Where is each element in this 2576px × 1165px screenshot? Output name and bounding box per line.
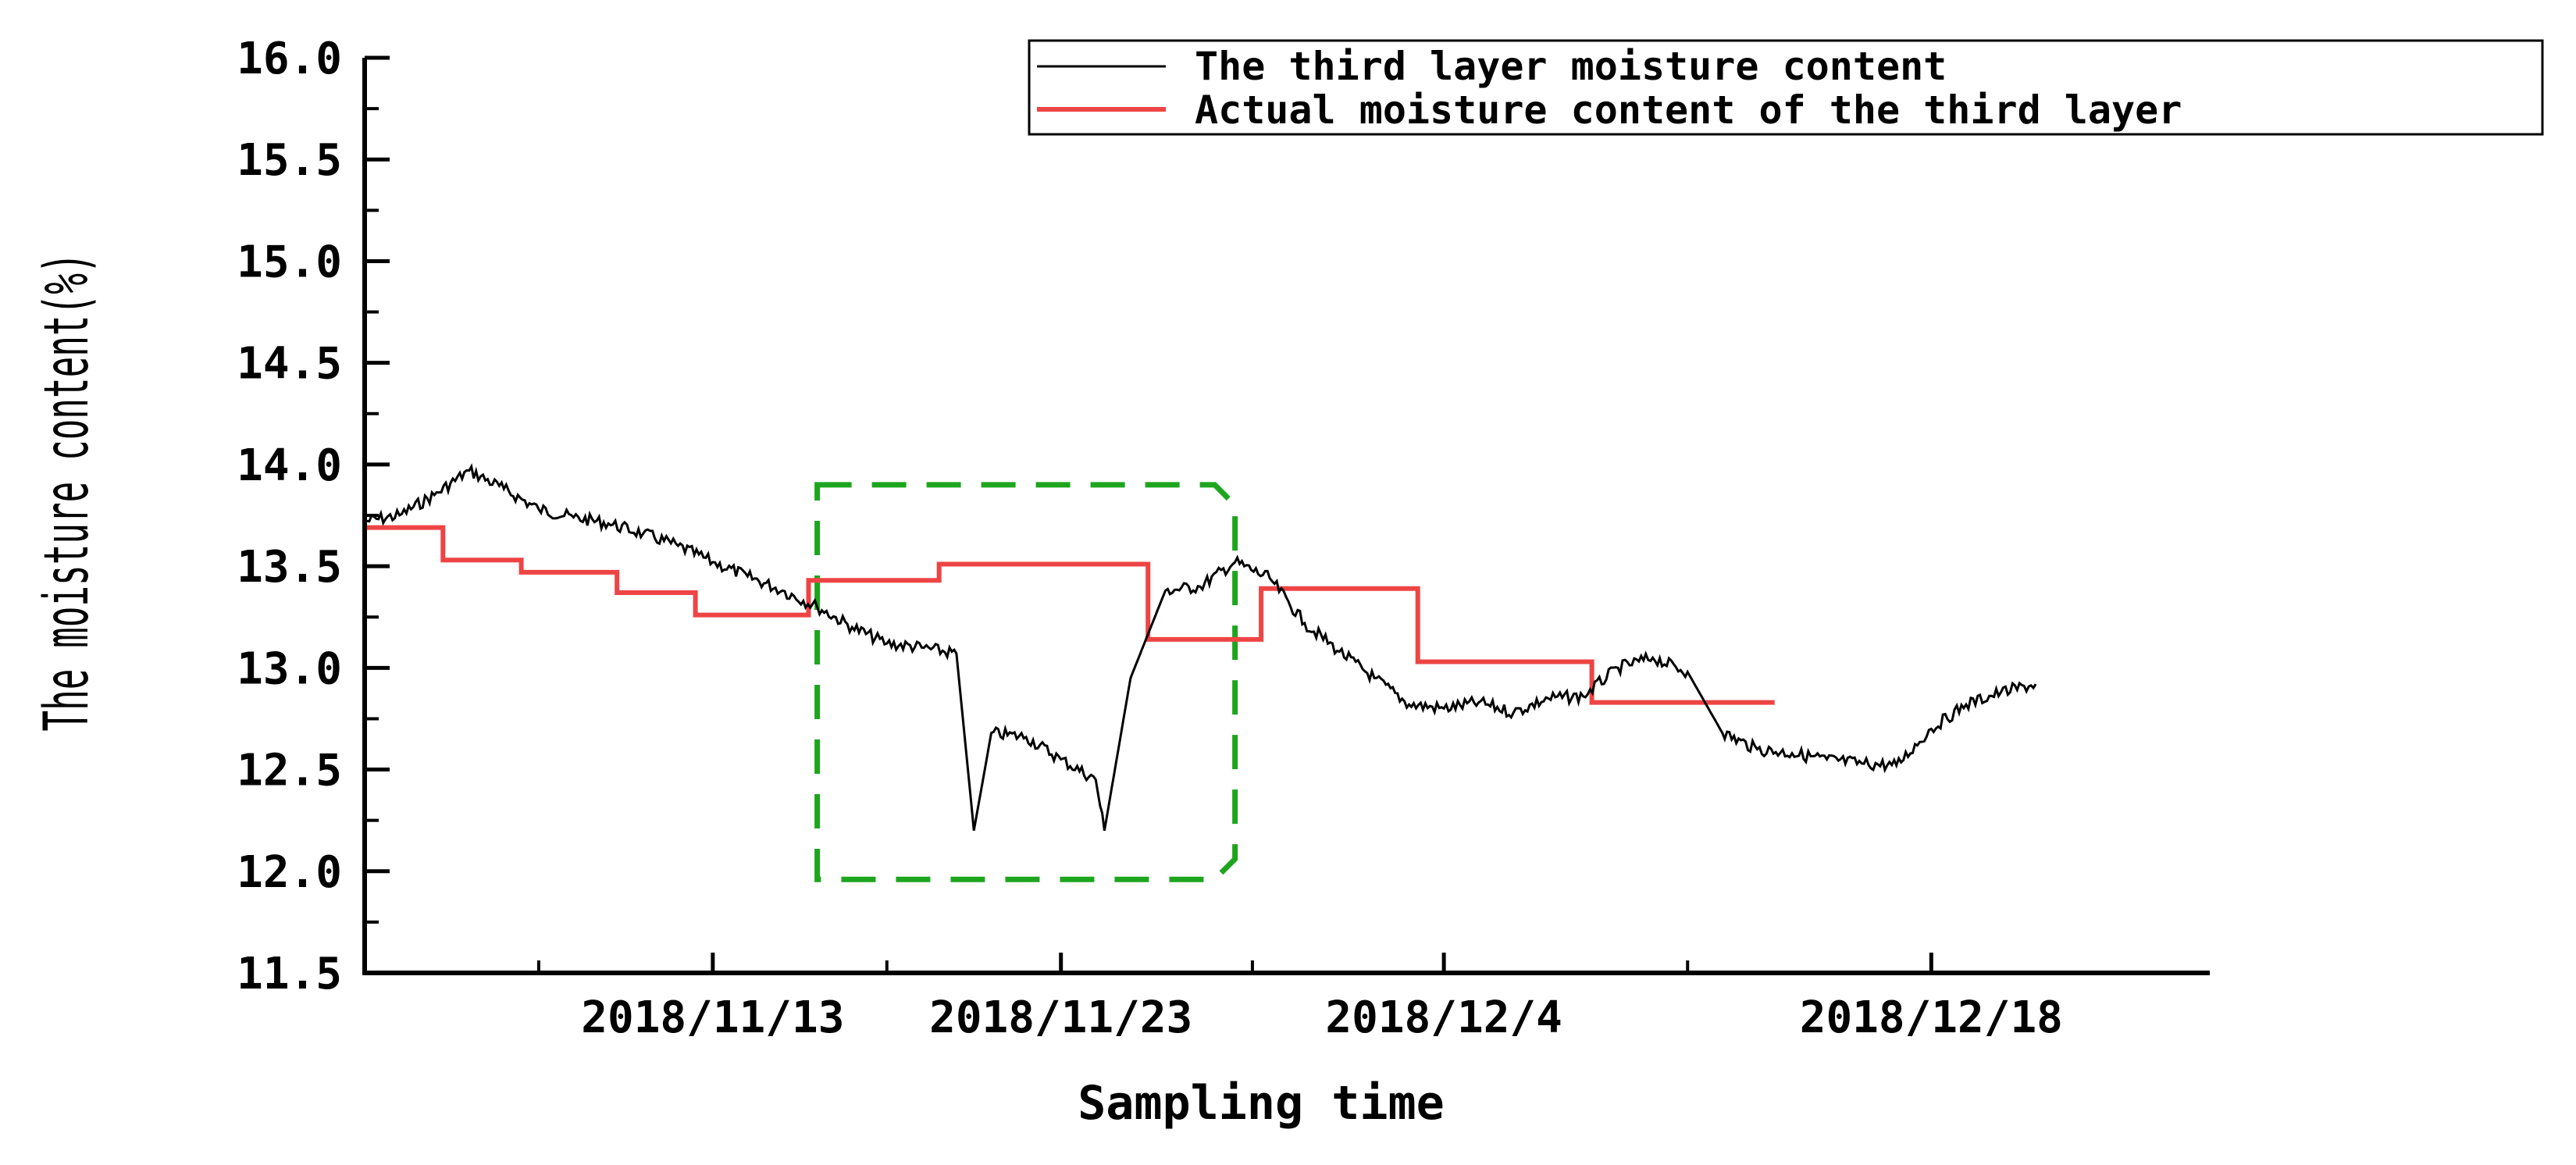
y-tick-label: 11.5 xyxy=(237,949,342,999)
series-line-measured-moisture xyxy=(364,463,2037,831)
y-axis-ticks: 16.0 15.5 15.0 14.5 14.0 13.5 13.0 12.5 12.0 11.5 xyxy=(237,34,390,999)
y-tick-label: 12.5 xyxy=(237,746,342,796)
y-tick-label: 14.0 xyxy=(237,440,342,491)
x-axis-title: Sampling time xyxy=(1078,1076,1445,1131)
y-tick-label: 13.0 xyxy=(237,643,342,694)
legend-label-measured: The third layer moisture content xyxy=(1195,44,1947,89)
x-tick-label: 2018/11/23 xyxy=(929,992,1192,1043)
x-axis-ticks: 2018/11/13 2018/11/23 2018/12/4 2018/12/18 xyxy=(536,953,2063,1043)
series-layer xyxy=(364,463,2037,831)
y-tick-label: 12.0 xyxy=(237,847,342,898)
legend-box xyxy=(1028,39,2544,136)
legend: The third layer moisture content Actual … xyxy=(1028,39,2544,136)
y-tick-label: 15.5 xyxy=(237,135,342,186)
y-tick-label: 14.5 xyxy=(237,339,342,390)
x-tick-label: 2018/12/18 xyxy=(1800,992,2063,1043)
highlight-region-layer xyxy=(814,482,1238,882)
y-tick-label: 16.0 xyxy=(237,34,342,84)
series-line-actual-moisture xyxy=(365,525,1775,705)
axes xyxy=(362,58,2210,975)
y-axis-title: The moisture content(%) xyxy=(30,252,102,731)
x-tick-label: 2018/12/4 xyxy=(1325,992,1562,1043)
legend-label-actual: Actual moisture content of the third lay… xyxy=(1195,87,2182,133)
highlight-dashed-box xyxy=(814,482,1238,882)
y-tick-label: 15.0 xyxy=(237,237,342,287)
y-tick-label: 13.5 xyxy=(237,542,342,593)
x-tick-label: 2018/11/13 xyxy=(581,992,844,1043)
